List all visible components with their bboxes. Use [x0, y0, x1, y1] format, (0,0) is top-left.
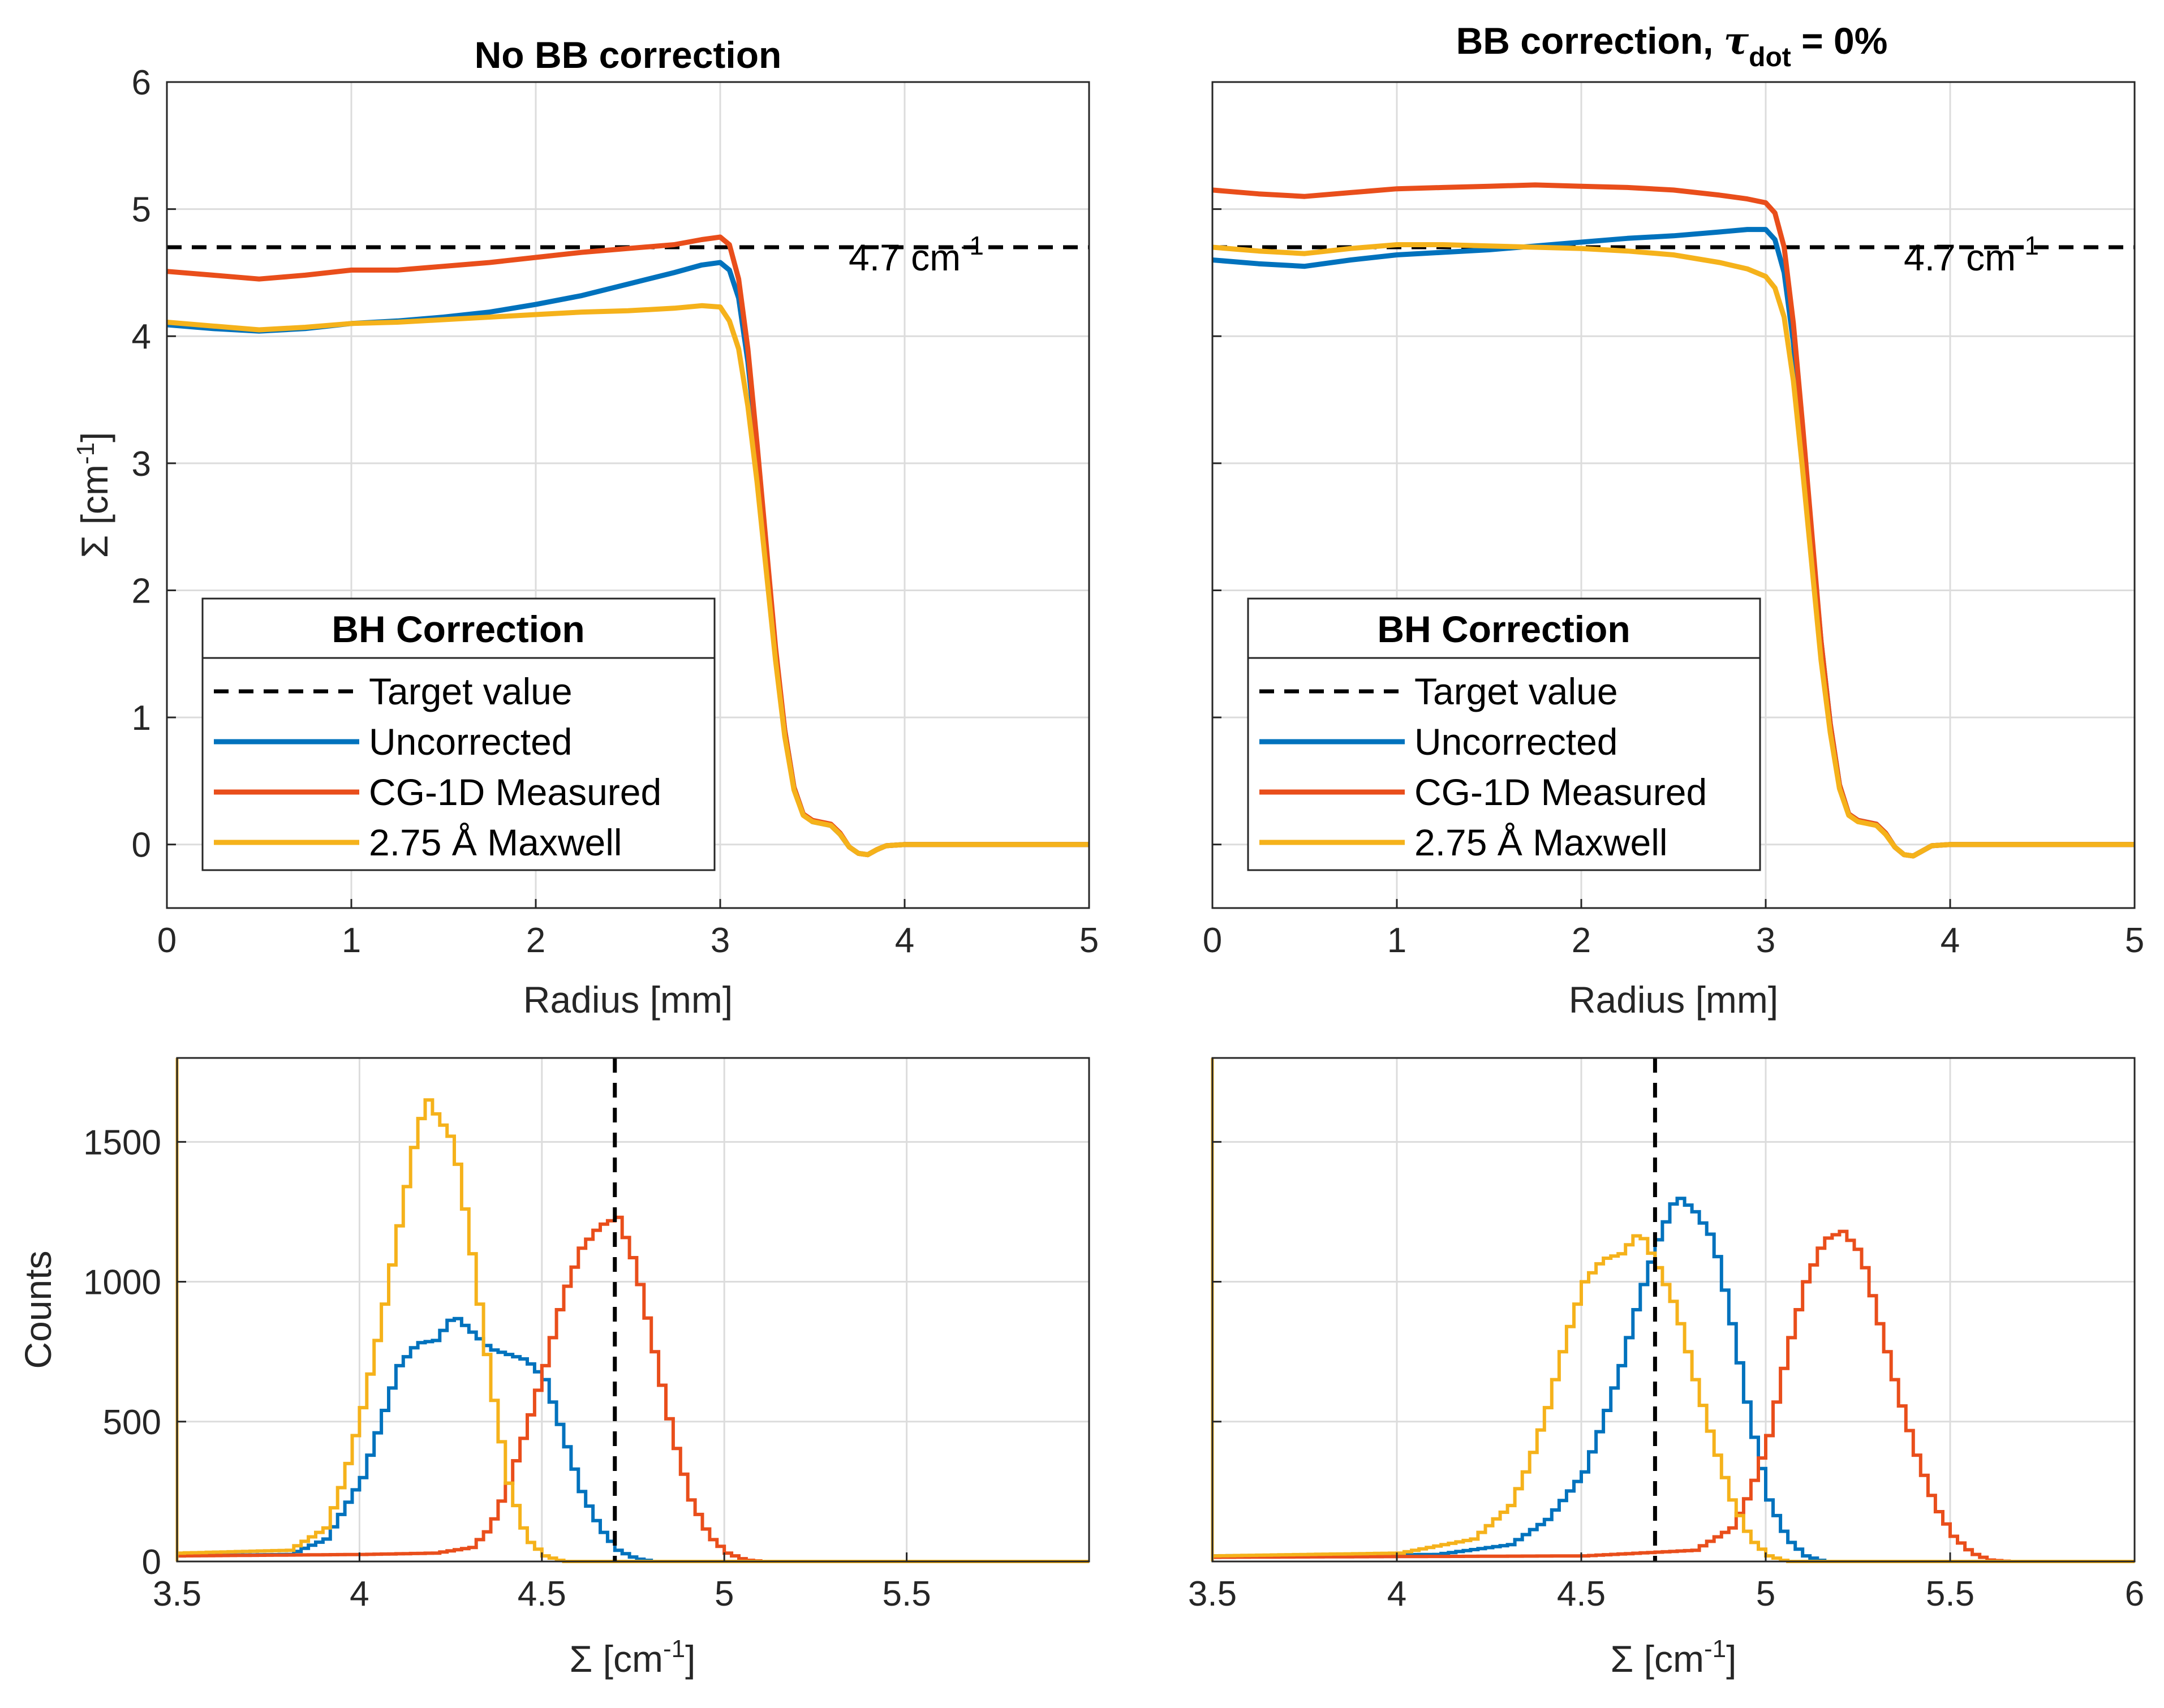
series-top-left [166, 234, 1089, 858]
y-tick-label: 1000 [83, 1263, 161, 1302]
x-tick-label: 3 [711, 921, 730, 960]
y-axis-label-top-left: Σ [cm-1] [72, 432, 115, 558]
x-tick-label: 3.5 [153, 1574, 201, 1614]
chart-title-top-left: No BB correction [475, 34, 782, 76]
legend-entry-target: Target value [369, 670, 573, 712]
y-tick-label: 2 [132, 571, 151, 610]
axes-box-bottom-right [1211, 1057, 2136, 1563]
x-tick-label: 3 [1756, 921, 1775, 960]
axes-box-bottom-left [176, 1057, 1090, 1563]
y-tick-label: 3 [132, 445, 151, 484]
histogram-uncorrected [1212, 1197, 2135, 1563]
y-axis-label-bottom-left: Counts [17, 1250, 59, 1369]
y-tick-label: 0 [142, 1543, 161, 1582]
x-tick-label: 4 [1387, 1574, 1406, 1614]
x-tick-label: 2 [1572, 921, 1591, 960]
x-tick-label: 0 [1203, 921, 1222, 960]
y-tick-label: 5 [132, 191, 151, 230]
ticks-top-right: 0 1 2 3 4 5 [1203, 81, 2144, 960]
y-tick-label: 4 [132, 317, 151, 356]
x-tick-label: 3.5 [1188, 1574, 1237, 1614]
x-axis-label-bottom-left: Σ [cm-1] [570, 1635, 696, 1680]
target-annotation-top-left: 4.7 cm-1 [849, 231, 984, 278]
x-tick-label: 5 [2125, 921, 2144, 960]
panel-top-left: No BB correction 0 1 2 3 4 5 0 1 2 3 4 5 6 Radius [m… [72, 34, 1099, 1021]
legend-box [1247, 597, 1761, 871]
ticks-bottom-right: 3.5 4 4.5 5 5.5 6 [1188, 1141, 2144, 1614]
x-axis-label-top-left: Radius [mm] [523, 979, 733, 1021]
x-tick-label: 5.5 [1926, 1574, 1974, 1614]
legend-top-left: BH Correction Target value Uncorrected C… [201, 597, 716, 871]
legend-entry-uncorrected: Uncorrected [369, 721, 573, 763]
axes-box-top-right [1211, 81, 2136, 909]
histogram-2-75-maxwell [177, 1098, 1089, 1563]
series-line-2-75-maxwell [1212, 242, 2135, 859]
chart-title-top-right: BB correction, τdot = 0% [1456, 19, 1888, 72]
legend-box [201, 597, 716, 871]
y-tick-label: 1 [132, 699, 151, 738]
axes-box-top-left [166, 81, 1090, 909]
x-tick-label: 5 [1756, 1574, 1775, 1614]
histogram-uncorrected [177, 1317, 1089, 1563]
x-tick-label: 2 [526, 921, 545, 960]
x-tick-label: 4.5 [518, 1574, 566, 1614]
legend-entry-uncorrected: Uncorrected [1414, 721, 1618, 763]
x-axis-label-bottom-right: Σ [cm-1] [1611, 1635, 1737, 1680]
y-tick-label: 500 [103, 1403, 161, 1442]
histogram-2-75-maxwell [1212, 1234, 2135, 1563]
x-tick-label: 4 [350, 1574, 369, 1614]
panel-bottom-right: 3.5 4 4.5 5 5.5 6 Σ [cm-1] [1188, 1057, 2144, 1680]
legend-entry-cg1d: CG-1D Measured [369, 771, 661, 813]
legend-title: BH Correction [332, 608, 584, 650]
histogram-cg-1d-measured [177, 1215, 1089, 1563]
x-tick-label: 4 [1941, 921, 1960, 960]
y-tick-label: 0 [132, 826, 151, 865]
x-tick-label: 4 [895, 921, 914, 960]
histogram-cg-1d-measured [1212, 1229, 2135, 1563]
y-tick-label: 6 [132, 63, 151, 102]
legend-top-right: BH Correction Target value Uncorrected C… [1247, 597, 1761, 871]
legend-entry-maxwell: 2.75 Å Maxwell [1414, 821, 1668, 863]
y-tick-label: 1500 [83, 1123, 161, 1162]
x-tick-label: 5 [715, 1574, 734, 1614]
series-bottom-left [175, 1058, 1089, 1563]
target-annotation-top-right: 4.7 cm-1 [1904, 231, 2039, 278]
x-tick-label: 5 [1079, 921, 1099, 960]
panel-bottom-left: 3.5 4 4.5 5 5.5 0 500 1000 1500 Σ [cm-1] Counts [17, 1057, 1090, 1680]
panel-top-right: BB correction, τdot = 0% 0 1 2 3 4 5 Radius [… [1203, 19, 2144, 1021]
legend-title: BH Correction [1377, 608, 1630, 650]
x-tick-label: 4.5 [1557, 1574, 1606, 1614]
legend-entry-cg1d: CG-1D Measured [1414, 771, 1707, 813]
series-top-right [1212, 182, 2135, 859]
x-tick-label: 1 [342, 921, 361, 960]
ticks-top-left: 0 1 2 3 4 5 0 1 2 3 4 5 6 [132, 63, 1099, 960]
legend-entry-maxwell: 2.75 Å Maxwell [369, 821, 622, 863]
x-tick-label: 1 [1387, 921, 1406, 960]
legend-entry-target: Target value [1414, 670, 1618, 712]
x-tick-label: 5.5 [882, 1574, 931, 1614]
x-tick-label: 6 [2125, 1574, 2144, 1614]
series-line-2-75-maxwell [166, 303, 1089, 858]
grid-bottom-left [176, 1058, 1089, 1563]
x-tick-label: 0 [157, 921, 177, 960]
grid-bottom-right [1211, 1058, 2136, 1563]
x-axis-label-top-right: Radius [mm] [1569, 979, 1778, 1021]
series-bottom-right [1211, 1058, 2135, 1563]
ticks-bottom-left: 3.5 4 4.5 5 5.5 0 500 1000 1500 [83, 1123, 931, 1614]
